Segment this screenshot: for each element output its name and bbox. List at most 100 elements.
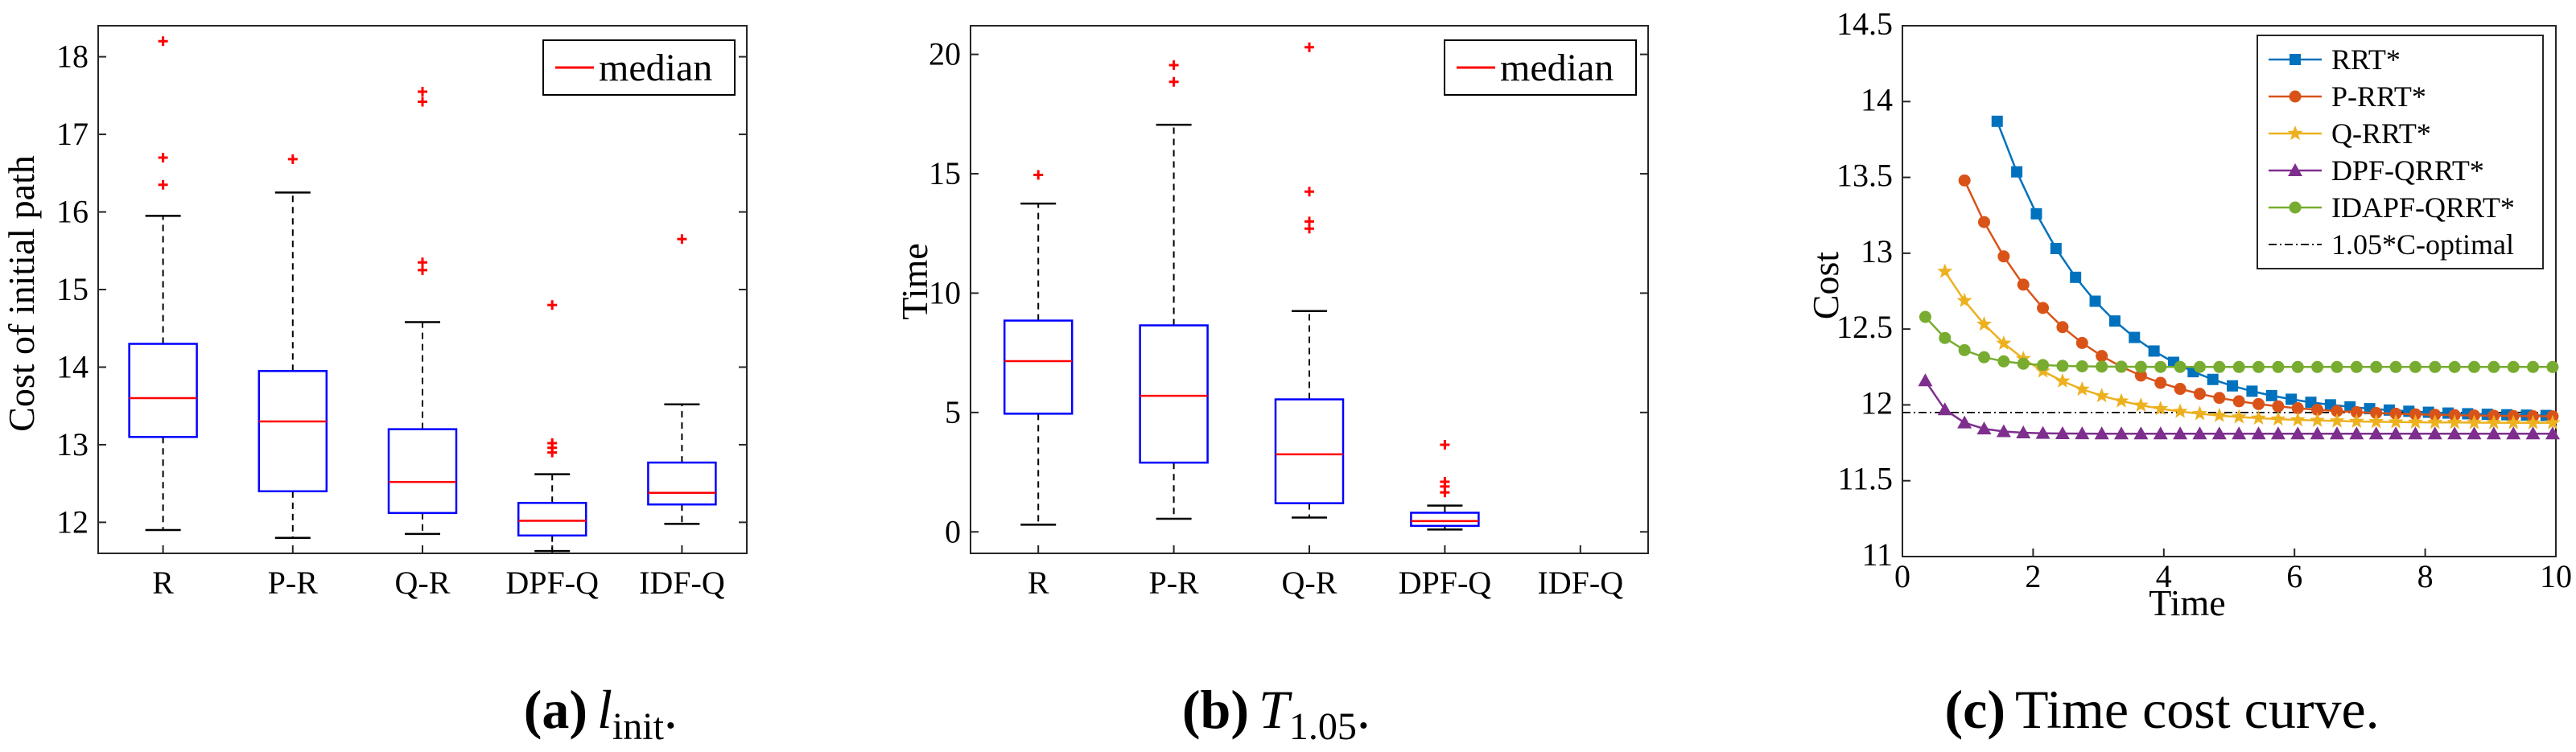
a-box	[387, 428, 458, 515]
c-series-marker-4	[1939, 331, 1952, 344]
a-outlier	[418, 257, 427, 268]
b-outlier	[1440, 439, 1450, 450]
c-legend-label: Q-RRT*	[2331, 117, 2431, 150]
b-outlier	[1168, 60, 1179, 70]
c-plot-area: 11 11.5 12 12.5 13 13.5 14 14.5 0 2 4 6 8 10	[1836, 6, 2572, 594]
c-series-marker-2	[2133, 397, 2149, 412]
c-series-marker-0	[2227, 380, 2239, 392]
c-series-marker-1	[2154, 376, 2167, 389]
c-series-marker-3	[2270, 426, 2285, 440]
c-series-marker-3	[2427, 426, 2442, 440]
c-ytick-label: 12	[1861, 384, 1893, 421]
c-series-marker-0	[2030, 208, 2042, 220]
c-series-marker-3	[2467, 426, 2482, 440]
c-series-marker-1	[2331, 405, 2343, 417]
b-ytick-label: 5	[945, 394, 961, 430]
c-series-marker-3	[2310, 426, 2325, 440]
c-series-marker-0	[2129, 331, 2141, 343]
c-series-marker-3	[2349, 426, 2364, 440]
c-series-marker-0	[2148, 345, 2160, 357]
c-series-marker-1	[2252, 397, 2265, 410]
a-ytick-label: 14	[56, 348, 89, 384]
c-series-marker-3	[1957, 415, 1972, 429]
b-box	[1003, 319, 1074, 415]
a-outlier	[158, 36, 168, 47]
a-y-axis-label: Cost of initial path	[1, 155, 42, 432]
c-series-marker-1	[2096, 350, 2108, 363]
c-series-marker-2	[2270, 411, 2286, 426]
c-series-marker-4	[2174, 360, 2187, 373]
c-series-marker-4	[2193, 360, 2206, 373]
c-series-marker-2	[2094, 388, 2110, 403]
c-series-marker-2	[2113, 392, 2129, 408]
b-outlier	[1168, 76, 1179, 87]
c-series-marker-2	[2074, 381, 2090, 397]
b-plot-area: 0 5 10 15 20 R P-R Q-R DPF-Q IDF-Q	[929, 25, 1649, 601]
c-series-marker-4	[2527, 360, 2540, 373]
c-legend-label: IDAPF-QRRT*	[2331, 191, 2515, 224]
b-ytick-label: 0	[945, 513, 961, 549]
c-series-marker-4	[1997, 355, 2010, 368]
c-series-marker-2	[2172, 403, 2188, 418]
a-caption-label: (a)	[524, 679, 587, 740]
a-xtick-label: Q-R	[395, 565, 451, 601]
c-series-marker-2	[2348, 413, 2364, 429]
a-ytick-label: 16	[56, 194, 89, 230]
c-series-marker-3	[2447, 426, 2463, 440]
c-series-marker-0	[2011, 166, 2023, 178]
c-series-marker-4	[2389, 360, 2402, 373]
panel-a-initial-path-cost: Cost of initial path 12 13 14 15 16 17 18 R P-R Q…	[1, 25, 748, 748]
c-series-marker-2	[2329, 413, 2345, 428]
a-legend-median-label: median	[599, 47, 712, 89]
c-series-marker-4	[2350, 360, 2363, 373]
c-series-marker-3	[2486, 426, 2501, 440]
c-xtick-label: 0	[1894, 558, 1910, 594]
c-series-marker-4	[2370, 360, 2383, 373]
c-series-marker-2	[2467, 414, 2482, 429]
c-series-marker-4	[2291, 360, 2304, 373]
a-ytick-label: 15	[56, 271, 89, 307]
c-series-marker-4	[2546, 360, 2559, 373]
c-caption-label: (c)	[1945, 679, 2005, 740]
c-ytick-label: 13.5	[1836, 158, 1893, 194]
c-series-marker-2	[2290, 412, 2306, 427]
c-legend-marker-4	[2289, 201, 2302, 214]
c-series-marker-2	[2368, 413, 2384, 429]
c-series-marker-2	[2251, 409, 2267, 425]
b-xtick-label: R	[1028, 565, 1049, 601]
a-xtick-label: R	[152, 565, 174, 601]
c-series-marker-2	[1956, 292, 1972, 307]
c-series-marker-4	[1919, 310, 1931, 323]
c-x-axis-label: Time	[2149, 582, 2225, 623]
a-outlier	[287, 154, 298, 164]
c-legend-marker-0	[2290, 54, 2301, 65]
a-box	[647, 461, 717, 506]
c-series-marker-4	[2154, 360, 2167, 373]
c-series-marker-0	[2285, 393, 2298, 405]
c-series-marker-3	[2329, 426, 2344, 440]
c-series-marker-1	[2056, 321, 2069, 334]
c-series-marker-3	[2016, 425, 2031, 438]
c-series-marker-4	[1978, 351, 1990, 364]
c-series-marker-3	[2251, 426, 2266, 440]
b-ytick-label: 10	[929, 274, 961, 310]
c-y-axis-label: Cost	[1805, 252, 1846, 320]
c-series-marker-0	[2089, 295, 2101, 307]
c-series-marker-3	[2506, 426, 2521, 440]
c-series-marker-2	[2505, 414, 2521, 429]
b-box	[1274, 398, 1345, 504]
c-legend-label: DPF-QRRT*	[2331, 154, 2484, 187]
c-series-marker-3	[2192, 426, 2207, 440]
a-outlier	[547, 438, 558, 449]
c-series-marker-4	[2487, 360, 2500, 373]
c-series-marker-4	[2331, 360, 2343, 373]
c-series-marker-3	[2055, 425, 2070, 439]
a-xtick-label: IDF-Q	[639, 565, 725, 601]
c-series-marker-0	[2207, 373, 2219, 385]
c-xtick-label: 2	[2025, 558, 2041, 594]
c-series-marker-3	[2545, 426, 2560, 440]
b-y-axis-label: Time	[894, 243, 935, 319]
a-outlier	[158, 153, 168, 162]
